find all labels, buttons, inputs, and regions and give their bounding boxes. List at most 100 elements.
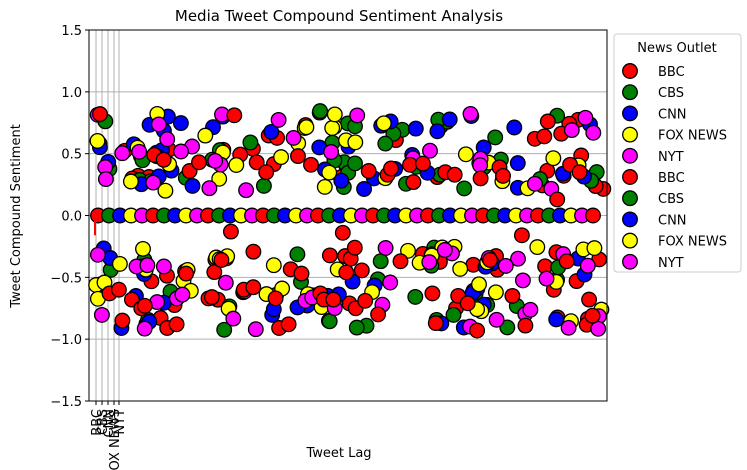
scatter-point-bbc bbox=[258, 164, 275, 181]
scatter-point bbox=[375, 115, 392, 132]
scatter-point-bbc bbox=[245, 279, 262, 296]
legend-label: BBC bbox=[658, 65, 685, 80]
scatter-point bbox=[421, 254, 438, 271]
scatter-point bbox=[333, 172, 350, 189]
scatter-point bbox=[509, 155, 526, 172]
scatter-point-bbc bbox=[571, 164, 588, 181]
scatter-point bbox=[324, 120, 341, 136]
legend-marker bbox=[622, 84, 638, 101]
scatter-point bbox=[159, 131, 176, 148]
scatter-point-bbc bbox=[267, 290, 284, 307]
scatter-point-bbc bbox=[370, 306, 387, 323]
scatter-point-bbc bbox=[539, 113, 556, 130]
legend: News Outlet BBC CBS CNN FOX NEWS NYT BBC CBS CN… bbox=[613, 33, 742, 273]
scatter-point-bbc bbox=[248, 154, 265, 171]
scatter-point bbox=[348, 319, 365, 336]
scatter-point-bbc bbox=[357, 292, 374, 309]
scatter-point-bbc bbox=[293, 265, 310, 282]
scatter-point bbox=[228, 157, 245, 173]
scatter-point bbox=[184, 177, 201, 194]
scatter-point bbox=[436, 242, 453, 258]
scatter-point bbox=[263, 123, 280, 140]
scatter-point bbox=[97, 171, 114, 188]
scatter-point-bbc bbox=[338, 264, 355, 281]
scatter-point bbox=[270, 111, 287, 128]
scatter-point-bbc bbox=[584, 307, 601, 324]
scatter-point-bbc bbox=[581, 291, 598, 308]
scatter-point bbox=[441, 111, 458, 128]
scatter-point bbox=[514, 272, 531, 289]
scatter-point bbox=[326, 106, 343, 123]
scatter-point bbox=[471, 276, 487, 293]
scatter-point-bbc bbox=[392, 253, 409, 270]
scatter-point bbox=[174, 286, 191, 303]
scatter-point bbox=[245, 243, 262, 260]
scatter-point-bbc bbox=[558, 253, 575, 270]
y-tick-label: 1.5 bbox=[61, 24, 82, 39]
scatter-point-bbc bbox=[536, 128, 553, 145]
legend-label: CNN bbox=[658, 107, 687, 122]
scatter-point bbox=[579, 257, 596, 274]
scatter-point bbox=[238, 182, 255, 199]
scatter-point bbox=[114, 145, 131, 162]
x-tick-label: FOX NEWS bbox=[108, 409, 123, 470]
scatter-point-bbc bbox=[513, 227, 530, 244]
scatter-point bbox=[586, 240, 603, 257]
y-tick-label: −1.5 bbox=[50, 395, 82, 410]
scatter-point bbox=[487, 284, 504, 301]
scatter-point bbox=[577, 109, 594, 126]
legend-marker bbox=[622, 105, 638, 122]
scatter-point bbox=[242, 134, 259, 151]
scatter-point bbox=[499, 319, 516, 336]
legend-marker bbox=[622, 126, 638, 143]
scatter-point bbox=[155, 258, 172, 275]
scatter-point bbox=[560, 319, 577, 336]
scatter-point-bbc bbox=[383, 160, 399, 177]
legend-frame bbox=[613, 33, 742, 273]
scatter-point bbox=[377, 240, 394, 256]
scatter-point bbox=[457, 146, 474, 163]
scatter-point-bbc bbox=[325, 291, 342, 308]
scatter-point-bbc bbox=[459, 295, 476, 312]
x-axis-label: Tweet Lag bbox=[305, 446, 371, 461]
scatter-point bbox=[321, 247, 338, 264]
scatter-point bbox=[316, 178, 333, 195]
legend-marker bbox=[622, 190, 638, 207]
scatter-point bbox=[321, 164, 338, 181]
scatter-point-bbc bbox=[482, 252, 499, 268]
legend-marker bbox=[622, 211, 638, 228]
scatter-point bbox=[456, 180, 473, 197]
scatter-point bbox=[356, 181, 373, 197]
scatter-point bbox=[548, 311, 565, 328]
scatter-point-bbc bbox=[334, 224, 351, 241]
scatter-point bbox=[285, 129, 302, 146]
legend-title: News Outlet bbox=[637, 41, 717, 56]
x-tick-label: NYT bbox=[113, 409, 128, 435]
scatter-point bbox=[382, 274, 399, 291]
legend-label: FOX NEWS bbox=[658, 129, 727, 144]
legend-label: NYT bbox=[658, 150, 684, 165]
scatter-point-bbc bbox=[191, 154, 207, 171]
scatter-point bbox=[372, 253, 389, 270]
legend-marker bbox=[622, 147, 638, 164]
scatter-point-bbc bbox=[136, 297, 153, 314]
scatter-point bbox=[216, 321, 233, 338]
scatter-point bbox=[312, 103, 329, 120]
scatter-point-bbc bbox=[213, 252, 230, 268]
scatter-point-bbc bbox=[405, 174, 422, 191]
legend-marker bbox=[622, 63, 638, 79]
scatter-point bbox=[590, 320, 607, 337]
y-tick-label: 1.0 bbox=[61, 86, 82, 101]
scatter-point bbox=[429, 123, 446, 140]
scatter-point bbox=[407, 120, 424, 137]
scatter-point bbox=[407, 288, 424, 305]
scatter-point bbox=[111, 255, 128, 272]
scatter-point-bbc bbox=[92, 106, 108, 123]
scatter-point bbox=[422, 142, 438, 159]
legend-entries: BBC CBS CNN FOX NEWS NYT BBC CBS CNN FOX NEWS NYT bbox=[622, 63, 727, 271]
scatter-point bbox=[207, 152, 224, 169]
legend-marker bbox=[622, 169, 638, 185]
scatter-point-bbc bbox=[226, 107, 243, 124]
scatter-point-bbc bbox=[424, 285, 441, 302]
legend-label: CBS bbox=[658, 192, 684, 207]
